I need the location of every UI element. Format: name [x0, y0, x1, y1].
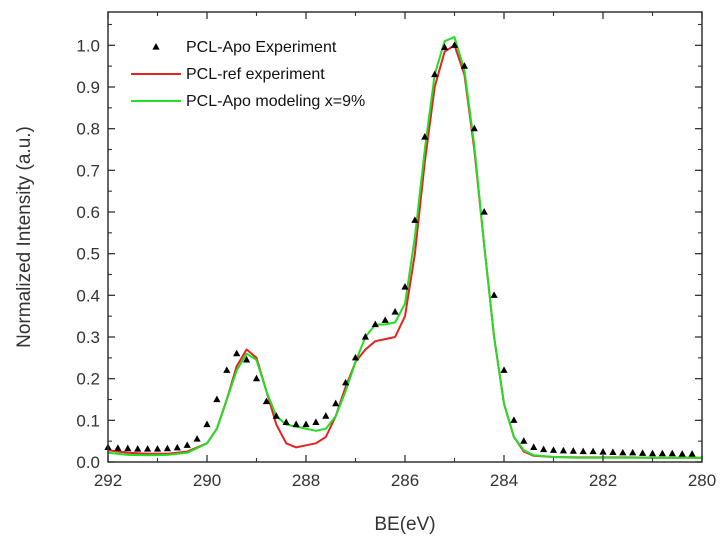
data-point-triangle: [351, 353, 360, 361]
data-point-triangle: [450, 41, 459, 48]
data-point-triangle: [688, 450, 696, 457]
legend-swatch-triangle: [152, 43, 160, 50]
x-tick-label: 290: [193, 471, 221, 490]
x-tick-label: 288: [292, 471, 320, 490]
y-tick-label: 1.0: [76, 36, 100, 55]
data-point-triangle: [609, 448, 617, 456]
data-point-triangle: [144, 445, 152, 452]
data-point-triangle: [243, 355, 251, 363]
data-point-triangle: [490, 291, 498, 298]
x-tick-label: 282: [589, 471, 617, 490]
y-tick-label: 0.2: [76, 370, 100, 389]
data-point-triangle: [391, 308, 399, 315]
data-point-triangle: [223, 366, 231, 373]
data-point-triangle: [361, 333, 369, 340]
data-point-triangle: [322, 412, 330, 419]
legend-label: PCL-Apo Experiment: [186, 39, 337, 56]
data-point-triangle: [589, 447, 597, 455]
data-point-triangle: [421, 133, 429, 140]
x-tick-label: 284: [490, 471, 518, 490]
y-tick-label: 0.9: [76, 78, 100, 97]
data-point-triangle: [500, 366, 508, 373]
data-point-triangle: [183, 441, 191, 448]
data-point-triangle: [668, 449, 676, 457]
y-tick-label: 0.4: [76, 286, 100, 305]
data-point-triangle: [639, 449, 647, 456]
y-tick-label: 0.3: [76, 328, 100, 347]
data-point-triangle: [579, 447, 587, 455]
data-point-triangle: [193, 435, 201, 442]
data-point-triangle: [569, 447, 577, 454]
data-point-triangle: [213, 395, 221, 403]
data-point-triangle: [678, 450, 686, 457]
data-point-triangle: [540, 445, 548, 453]
y-tick-label: 0.0: [76, 453, 100, 472]
legend-label: PCL-Apo modeling x=9%: [186, 93, 365, 110]
y-axis-title: Normalized Intensity (a.u.): [14, 126, 35, 348]
y-tick-label: 0.6: [76, 203, 100, 222]
legend: PCL-Apo Experiment PCL-ref experiment PCL-…: [131, 39, 365, 110]
data-point-triangle: [163, 444, 171, 452]
y-tick-label: 0.5: [76, 245, 100, 264]
data-point-triangle: [480, 208, 488, 215]
data-point-triangle: [312, 418, 320, 426]
data-point-triangle: [342, 378, 350, 386]
data-point-triangle: [332, 399, 340, 407]
data-point-triangle: [134, 445, 142, 452]
data-point-triangle: [153, 445, 162, 452]
x-tick-label: 292: [94, 471, 122, 490]
data-point-triangle: [629, 448, 637, 456]
data-point-triangle: [460, 62, 468, 69]
data-point-triangle: [411, 216, 419, 223]
data-point-triangle: [233, 349, 241, 357]
series-line-2: [107, 36, 702, 459]
data-point-triangle: [599, 448, 607, 455]
x-tick-label: 286: [391, 471, 419, 490]
y-tick-label: 0.7: [76, 161, 100, 180]
data-point-triangle: [431, 70, 439, 78]
data-point-triangle: [173, 443, 181, 451]
data-point-triangle: [559, 446, 567, 454]
data-point-triangle: [282, 418, 290, 426]
legend-label: PCL-ref experiment: [186, 66, 325, 83]
data-point-triangle: [252, 374, 261, 382]
y-tick-label: 0.1: [76, 411, 100, 430]
plot-marks: [104, 36, 702, 459]
x-tick-label: 280: [688, 471, 716, 490]
data-point-triangle: [401, 283, 409, 290]
data-point-triangle: [203, 420, 211, 428]
data-point-triangle: [114, 444, 122, 451]
data-point-triangle: [381, 316, 389, 323]
data-point-triangle: [124, 444, 132, 452]
data-point-triangle: [292, 420, 300, 428]
x-axis-title: BE(eV): [374, 514, 435, 535]
data-point-triangle: [530, 443, 538, 451]
data-point-triangle: [619, 448, 627, 456]
y-tick-label: 0.8: [76, 120, 100, 139]
data-point-triangle: [658, 449, 666, 457]
data-point-triangle: [302, 420, 310, 428]
data-point-triangle: [371, 320, 379, 328]
data-point-triangle: [520, 437, 528, 444]
axes: 292 290 288 286 284 282 280 0.0 0.1 0.2 0.3 0.4 0.5 0…: [76, 12, 716, 490]
data-point-triangle: [262, 397, 270, 405]
data-point-triangle: [272, 412, 280, 419]
data-point-triangle: [441, 43, 449, 51]
data-point-triangle: [510, 416, 518, 423]
data-point-triangle: [648, 449, 657, 457]
data-point-triangle: [549, 446, 558, 453]
data-point-triangle: [470, 124, 478, 132]
